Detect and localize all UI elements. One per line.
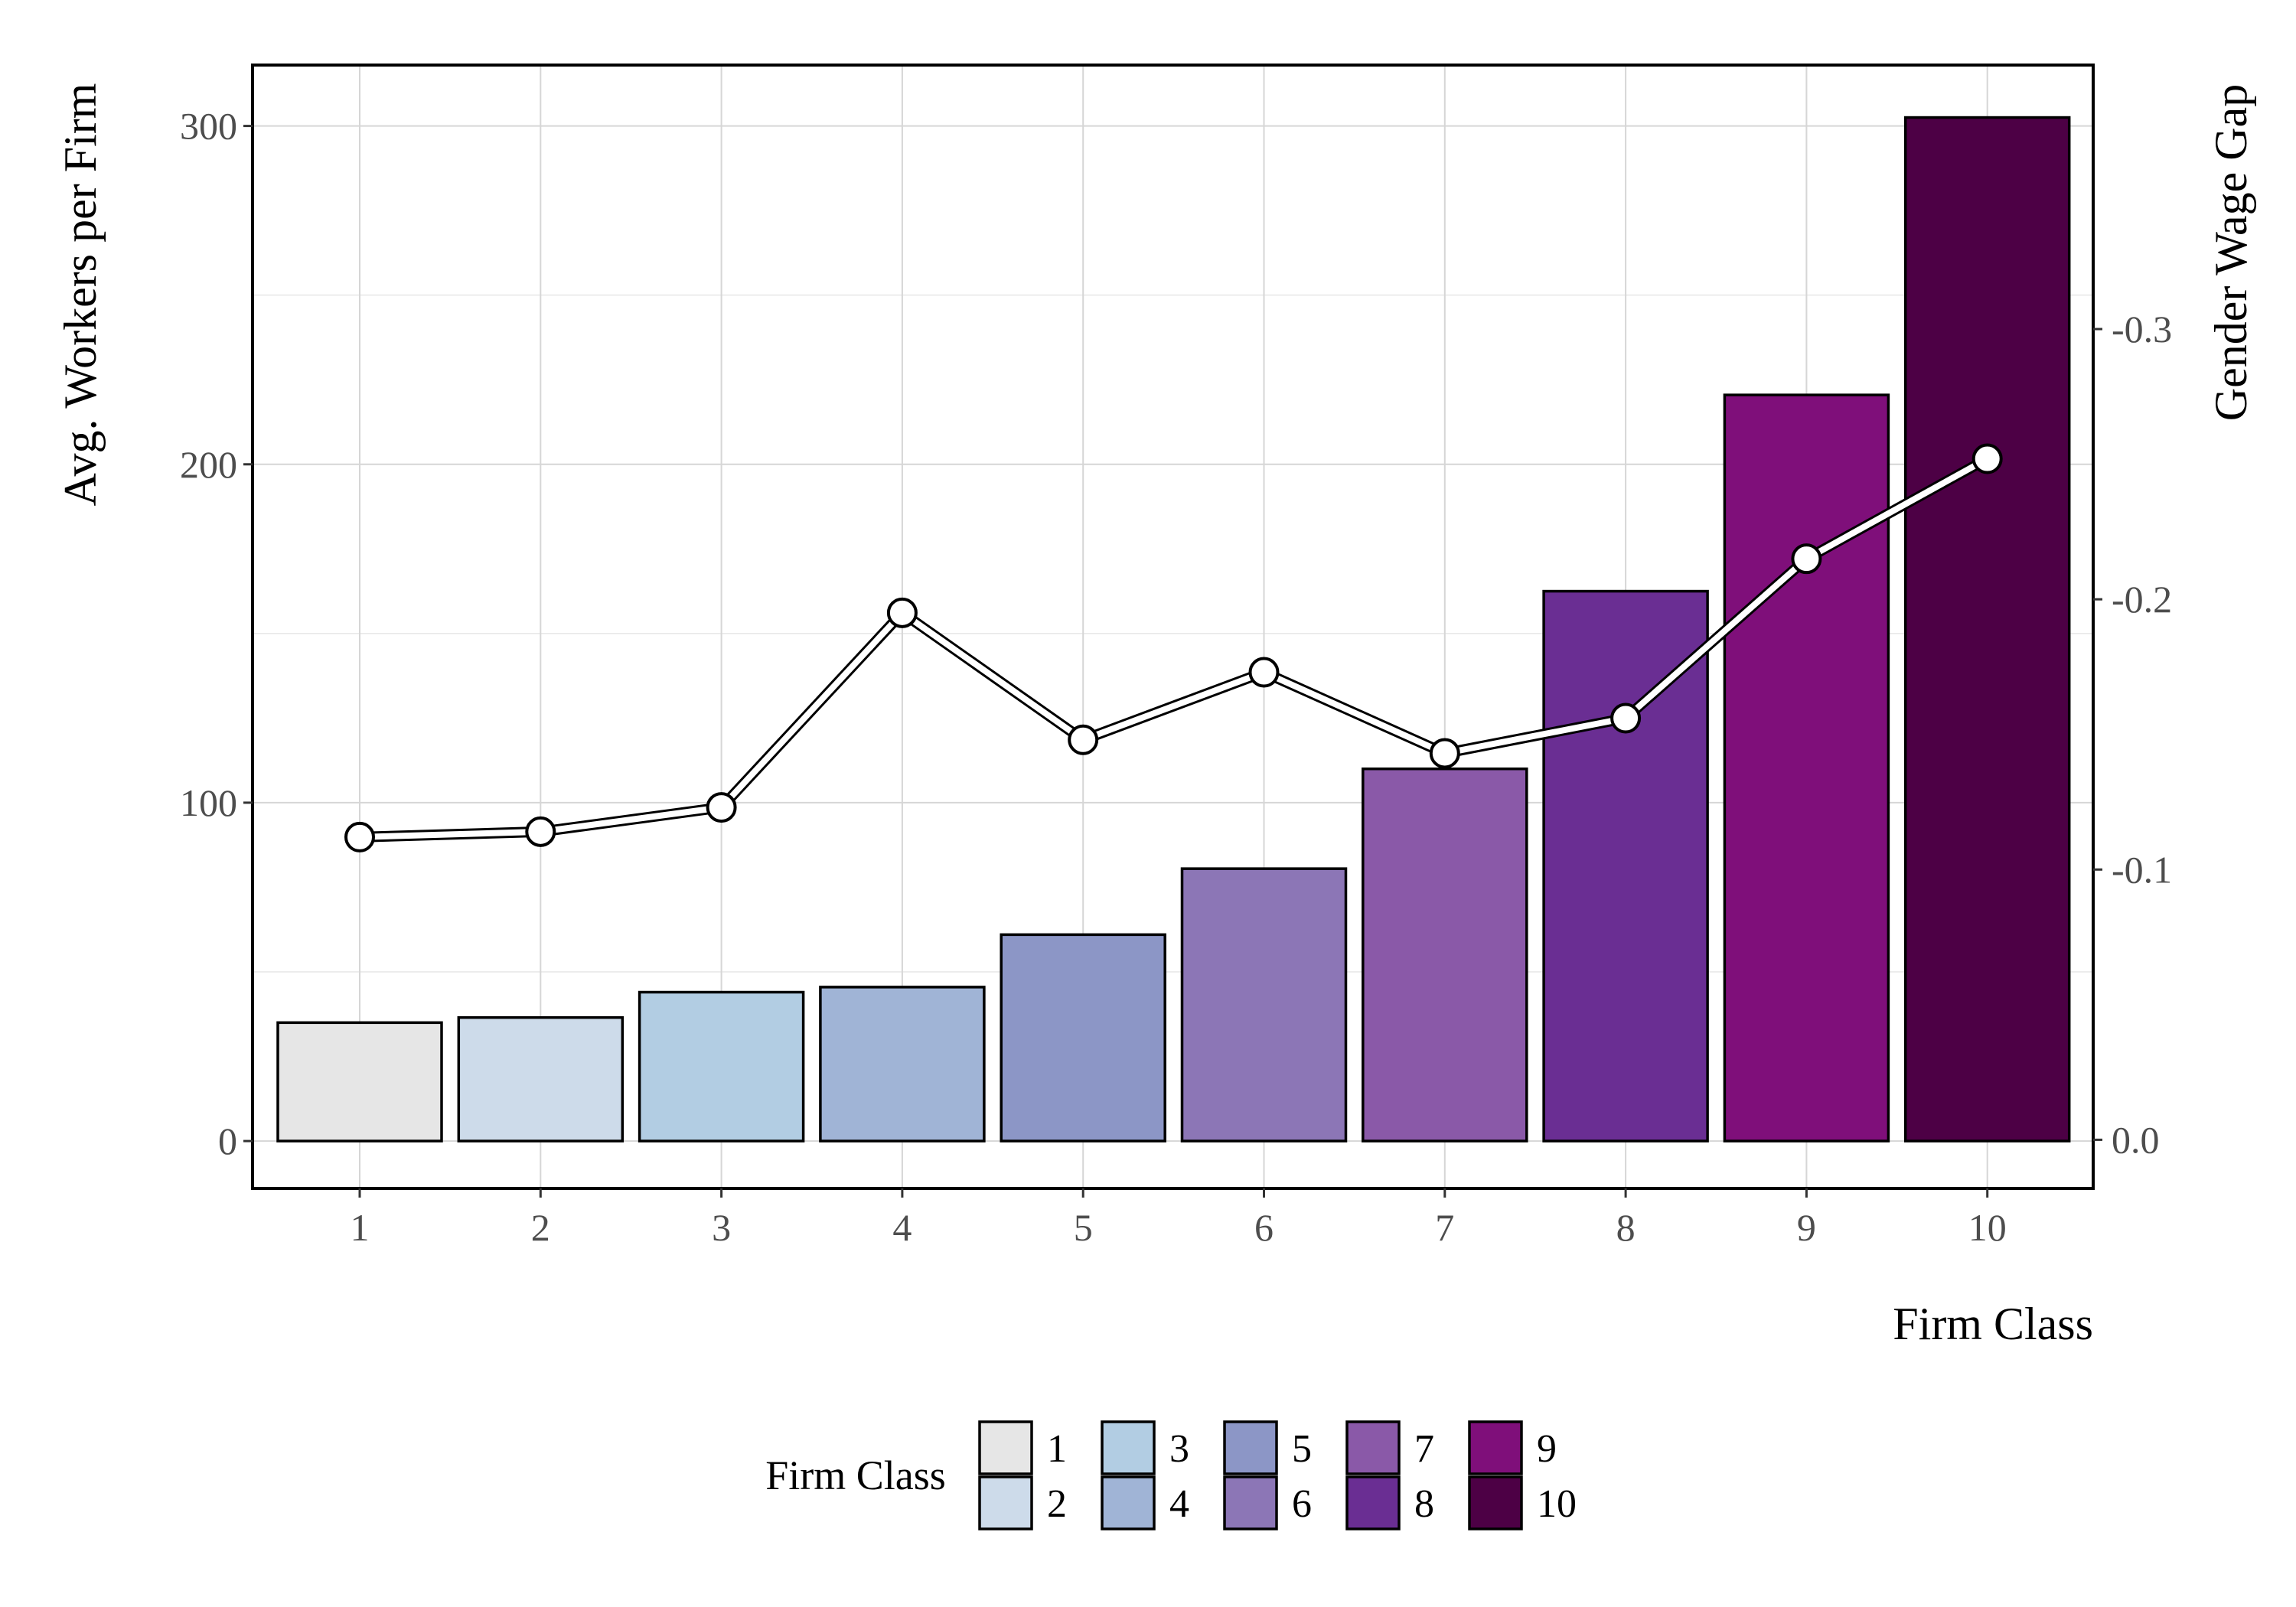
y-axis-right: 0.0 -0.1 -0.2 -0.3 [2093,308,2172,1161]
wage-gap-point-3 [706,792,737,823]
wage-gap-point-4 [886,597,918,628]
x-tick-label: 8 [1616,1206,1636,1249]
legend: Firm Class 1 2 3 4 5 6 7 8 9 10 [765,1420,1577,1530]
x-tick-label: 4 [892,1206,912,1249]
wage-gap-point-9 [1791,543,1822,575]
legend-key-8 [1345,1475,1401,1530]
bar-firm-class-1 [276,1021,443,1143]
wage-gap-point-10 [1971,443,2003,474]
legend-label-3: 3 [1169,1427,1189,1471]
bar-firm-class-5 [1000,933,1166,1143]
wage-gap-point-5 [1068,724,1099,755]
legend-key-3 [1101,1420,1156,1475]
wage-gap-point-8 [1610,702,1642,734]
legend-label-10: 10 [1537,1482,1577,1526]
legend-key-9 [1468,1420,1523,1475]
legend-key-4 [1101,1475,1156,1530]
x-tick-label: 2 [531,1206,550,1249]
y-axis-title: Avg. Workers per Firm [55,83,106,507]
bar-firm-class-9 [1723,393,1890,1143]
legend-label-2: 2 [1047,1482,1067,1526]
y-tick-label: 0 [218,1120,237,1162]
bar-firm-class-8 [1542,589,1709,1143]
legend-key-2 [978,1475,1033,1530]
legend-title: Firm Class [765,1452,946,1498]
legend-key-6 [1223,1475,1278,1530]
legend-label-8: 8 [1414,1482,1434,1526]
x-tick-label: 6 [1254,1206,1274,1249]
wage-gap-point-6 [1248,657,1280,688]
bar-firm-class-4 [819,986,986,1143]
y-axis-left: 0 100 200 300 [180,105,253,1162]
wage-gap-point-7 [1429,738,1460,769]
x-tick-label: 5 [1074,1206,1093,1249]
bar-firm-class-2 [457,1015,625,1143]
plot-panel-border [251,64,2095,1190]
y-right-tick-label: -0.3 [2112,308,2172,350]
legend-label-1: 1 [1047,1427,1067,1471]
legend-label-5: 5 [1292,1427,1312,1471]
x-axis: 1 2 3 4 5 6 7 8 9 10 [351,1188,2007,1249]
y-right-tick-label: -0.2 [2112,578,2172,621]
legend-label-6: 6 [1292,1482,1312,1526]
wage-gap-point-1 [344,821,375,852]
legend-key-1 [978,1420,1033,1475]
y-right-tick-label: -0.1 [2112,848,2172,891]
bar-series [276,116,2071,1143]
legend-label-4: 4 [1169,1482,1189,1526]
y-tick-label: 100 [180,781,237,824]
legend-label-7: 7 [1414,1427,1434,1471]
x-tick-label: 3 [712,1206,731,1249]
y-tick-label: 300 [180,105,237,148]
x-tick-label: 7 [1435,1206,1454,1249]
y-tick-label: 200 [180,443,237,486]
x-tick-label: 1 [351,1206,370,1249]
legend-key-7 [1345,1420,1401,1475]
x-axis-title: Firm Class [1893,1299,2093,1349]
bar-firm-class-3 [638,990,805,1143]
legend-label-9: 9 [1537,1427,1557,1471]
bar-firm-class-6 [1180,867,1348,1143]
x-tick-label: 10 [1968,1206,2007,1249]
bar-firm-class-10 [1903,116,2071,1143]
y-right-tick-label: 0.0 [2112,1118,2160,1161]
legend-key-10 [1468,1475,1523,1530]
line-series [344,443,2003,852]
bar-firm-class-7 [1362,767,1528,1143]
wage-gap-point-2 [525,816,556,847]
wage-gap-line [359,455,1989,840]
y-axis-right-title: Gender Wage Gap [2206,84,2256,422]
x-tick-label: 9 [1797,1206,1816,1249]
legend-key-5 [1223,1420,1278,1475]
